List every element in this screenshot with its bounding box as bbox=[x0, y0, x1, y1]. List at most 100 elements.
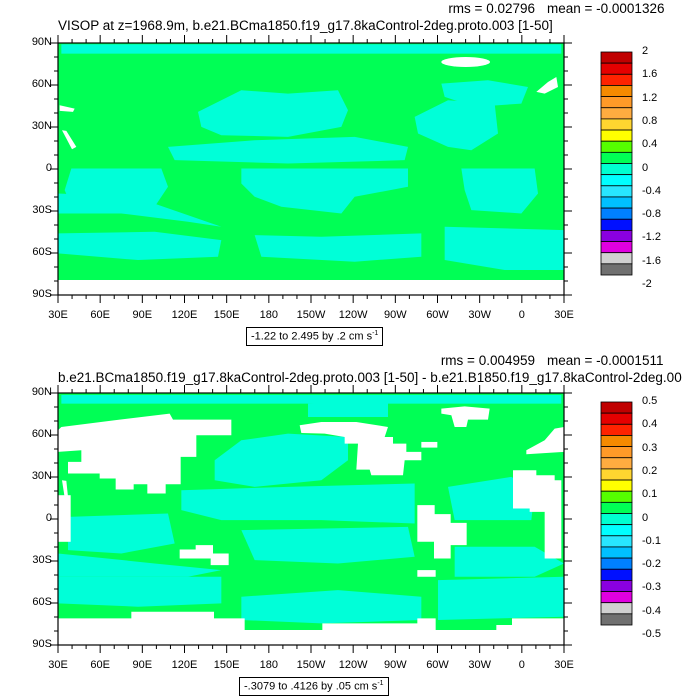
colorbar-label: -1.2 bbox=[642, 231, 661, 244]
missing-data-regions bbox=[58, 406, 564, 645]
colorbar-label: -0.1 bbox=[642, 534, 661, 547]
lat-tick-label: 30N bbox=[31, 470, 52, 482]
colorbar-box bbox=[600, 423, 633, 436]
lon-tick-label: 150W bbox=[296, 659, 326, 671]
lon-tick-label: 0 bbox=[518, 309, 525, 321]
colorbar-label: 0.5 bbox=[642, 395, 658, 407]
lat-tick-label: 60N bbox=[31, 78, 52, 90]
colorbar-label: 0.4 bbox=[642, 418, 658, 431]
colorbar-box bbox=[600, 568, 633, 581]
colorbar-box bbox=[600, 501, 633, 514]
lon-tick-label: 60W bbox=[426, 659, 449, 671]
lon-tick-label: 30E bbox=[48, 659, 68, 671]
lon-tick-label: 120W bbox=[338, 659, 368, 671]
colorbar-label: 0.4 bbox=[642, 138, 658, 151]
map-field-top bbox=[58, 43, 564, 295]
mean-value: mean = -0.0001511 bbox=[547, 353, 664, 368]
colorbar-label: 0 bbox=[642, 161, 649, 174]
mean-value: mean = -0.0001326 bbox=[547, 1, 665, 16]
lat-tick-label: 90S bbox=[32, 638, 52, 650]
colorbar-label: 1.6 bbox=[642, 68, 658, 81]
lat-tick-label: 30N bbox=[31, 120, 52, 132]
contour-info-text: -1.22 to 2.495 by .2 cm s bbox=[251, 330, 373, 343]
contour-info-box: -.3079 to .4126 by .05 cm s-1 bbox=[239, 677, 389, 696]
colorbar-label: -0.8 bbox=[642, 208, 661, 221]
colorbar-label: -0.3 bbox=[642, 581, 661, 594]
missing-data-regions bbox=[58, 56, 564, 295]
colorbar-box bbox=[600, 435, 633, 448]
lon-tick-label: 150E bbox=[213, 659, 240, 671]
colorbar-box bbox=[600, 557, 633, 570]
lon-tick-label: 60E bbox=[90, 309, 110, 321]
colorbar-box bbox=[600, 602, 633, 615]
lon-tick-label: 90E bbox=[132, 659, 153, 671]
colorbar-box bbox=[600, 490, 633, 503]
lon-tick-label: 180 bbox=[259, 659, 278, 671]
lon-tick-label: 30W bbox=[468, 309, 491, 321]
lon-tick-label: 120W bbox=[338, 309, 368, 321]
rms-value: rms = 0.02796 bbox=[448, 1, 535, 16]
lat-tick-label: 0 bbox=[45, 162, 52, 174]
rms-value: rms = 0.004959 bbox=[440, 353, 535, 368]
colorbar-label: -1.6 bbox=[642, 254, 661, 267]
colorbar-label: 2 bbox=[642, 45, 649, 57]
contour-info-unit-exponent: -1 bbox=[377, 680, 384, 687]
colorbar-label: 0.2 bbox=[642, 464, 658, 477]
lat-tick-label: 60S bbox=[32, 596, 52, 608]
negative-anomaly-regions bbox=[58, 44, 564, 271]
colorbar-box bbox=[600, 457, 633, 470]
plot-frame bbox=[57, 392, 565, 646]
plot-title: VISOP at z=1968.9m, b.e21.BCma1850.f19_g… bbox=[58, 18, 553, 33]
colorbar-label: 0.3 bbox=[642, 441, 658, 454]
colorbar-label: -0.4 bbox=[642, 604, 661, 617]
colorbar-box bbox=[600, 446, 633, 459]
lon-tick-label: 30E bbox=[554, 309, 574, 321]
colorbar-box bbox=[600, 546, 633, 559]
colorbar-box bbox=[600, 535, 633, 548]
lon-tick-label: 60E bbox=[90, 659, 110, 671]
lat-tick-label: 90S bbox=[32, 288, 52, 300]
colorbar-box bbox=[600, 524, 633, 537]
colorbar-box bbox=[600, 479, 633, 492]
lon-tick-label: 30W bbox=[468, 659, 491, 671]
lon-tick-label: 60W bbox=[426, 309, 449, 321]
lon-tick-label: 150E bbox=[213, 309, 240, 321]
colorbar-box bbox=[600, 263, 633, 276]
colorbar-label: -0.5 bbox=[642, 628, 661, 640]
lat-tick-label: 60N bbox=[31, 428, 52, 440]
lat-tick-label: 90N bbox=[31, 386, 52, 398]
colorbar-box bbox=[600, 613, 633, 626]
lat-tick-label: 90N bbox=[31, 36, 52, 48]
lon-tick-label: 90W bbox=[384, 659, 407, 671]
lat-tick-label: 60S bbox=[32, 246, 52, 258]
negative-anomaly-regions bbox=[58, 394, 564, 624]
contour-info-text: -.3079 to .4126 by .05 cm s bbox=[244, 680, 378, 693]
colorbar-label: -0.2 bbox=[642, 558, 661, 571]
lon-tick-label: 90E bbox=[132, 309, 153, 321]
lon-tick-label: 0 bbox=[518, 659, 525, 671]
colorbar-label: 0 bbox=[642, 511, 649, 524]
lat-tick-label: 0 bbox=[45, 512, 52, 524]
plot-frame bbox=[57, 42, 565, 296]
colorbar-box bbox=[600, 401, 633, 414]
colorbar-label: -2 bbox=[642, 278, 652, 290]
lon-tick-label: 120E bbox=[171, 659, 198, 671]
colorbar-box bbox=[600, 412, 633, 425]
lon-tick-label: 30E bbox=[48, 309, 68, 321]
colorbar-box bbox=[600, 591, 633, 604]
lat-tick-label: 30S bbox=[32, 204, 52, 216]
contour-info-unit-exponent: -1 bbox=[372, 330, 379, 337]
lon-tick-label: 150W bbox=[296, 309, 326, 321]
lon-tick-label: 90W bbox=[384, 309, 407, 321]
lon-tick-label: 30E bbox=[554, 659, 574, 671]
colorbar-label: 1.2 bbox=[642, 91, 658, 104]
contour-info-box: -1.22 to 2.495 by .2 cm s-1 bbox=[246, 327, 384, 346]
colorbar-box bbox=[600, 580, 633, 592]
colorbar-label: -0.4 bbox=[642, 184, 661, 197]
lat-tick-label: 30S bbox=[32, 554, 52, 566]
map-field-bottom bbox=[58, 393, 564, 645]
colorbar-box bbox=[600, 513, 633, 526]
lon-tick-label: 120E bbox=[171, 309, 198, 321]
